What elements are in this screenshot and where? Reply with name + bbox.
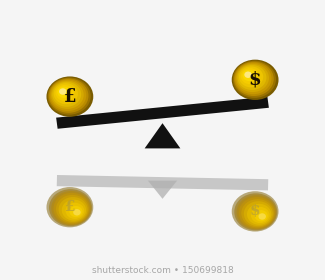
Ellipse shape <box>0 5 325 264</box>
Ellipse shape <box>64 58 261 211</box>
Circle shape <box>59 88 67 95</box>
Ellipse shape <box>104 88 221 181</box>
Ellipse shape <box>46 44 280 225</box>
Circle shape <box>236 64 269 92</box>
Circle shape <box>58 197 87 222</box>
Ellipse shape <box>86 74 239 195</box>
Ellipse shape <box>132 109 193 160</box>
Circle shape <box>238 65 266 90</box>
Ellipse shape <box>30 33 295 236</box>
Circle shape <box>66 203 84 219</box>
Text: $: $ <box>250 204 260 218</box>
Ellipse shape <box>113 95 212 174</box>
Ellipse shape <box>76 67 249 202</box>
Ellipse shape <box>138 113 187 155</box>
Circle shape <box>49 189 92 226</box>
Circle shape <box>258 213 266 220</box>
Ellipse shape <box>123 102 202 167</box>
Ellipse shape <box>58 53 267 215</box>
Ellipse shape <box>80 70 245 199</box>
Text: £: £ <box>65 200 75 214</box>
Ellipse shape <box>111 93 214 176</box>
Ellipse shape <box>89 76 236 192</box>
Ellipse shape <box>12 19 313 250</box>
Ellipse shape <box>95 81 230 188</box>
Circle shape <box>48 78 91 115</box>
Polygon shape <box>148 181 177 199</box>
Circle shape <box>51 81 84 109</box>
Circle shape <box>49 79 88 113</box>
Polygon shape <box>145 123 180 148</box>
Circle shape <box>234 193 277 230</box>
Ellipse shape <box>33 35 292 234</box>
Ellipse shape <box>0 0 325 270</box>
Ellipse shape <box>101 86 224 183</box>
Ellipse shape <box>135 111 190 158</box>
Ellipse shape <box>0 3 325 266</box>
Circle shape <box>52 82 81 107</box>
Ellipse shape <box>0 8 325 261</box>
Ellipse shape <box>52 49 273 220</box>
Ellipse shape <box>27 31 298 238</box>
Circle shape <box>232 191 279 232</box>
Circle shape <box>62 200 86 221</box>
Ellipse shape <box>0 1 325 268</box>
Ellipse shape <box>43 42 282 227</box>
Circle shape <box>46 187 93 227</box>
Circle shape <box>234 62 274 96</box>
Ellipse shape <box>117 97 208 172</box>
Circle shape <box>247 204 271 225</box>
Circle shape <box>242 70 255 81</box>
Ellipse shape <box>36 37 289 232</box>
Ellipse shape <box>21 26 304 243</box>
Polygon shape <box>56 97 269 129</box>
Circle shape <box>73 209 81 216</box>
Circle shape <box>251 207 269 223</box>
Circle shape <box>237 195 276 229</box>
Ellipse shape <box>2 12 323 257</box>
Circle shape <box>241 68 259 84</box>
Polygon shape <box>57 175 268 190</box>
Circle shape <box>244 71 252 78</box>
Ellipse shape <box>98 83 227 185</box>
Circle shape <box>239 197 275 228</box>
Text: $: $ <box>249 71 261 89</box>
Circle shape <box>244 201 273 226</box>
Circle shape <box>239 66 263 87</box>
Text: shutterstock.com • 150699818: shutterstock.com • 150699818 <box>92 266 233 275</box>
Circle shape <box>70 206 83 217</box>
Ellipse shape <box>70 63 255 206</box>
Circle shape <box>232 60 279 100</box>
Ellipse shape <box>92 79 233 190</box>
Ellipse shape <box>8 17 317 252</box>
Ellipse shape <box>83 72 242 197</box>
Circle shape <box>241 199 274 227</box>
Ellipse shape <box>73 65 252 204</box>
Circle shape <box>46 76 93 117</box>
Ellipse shape <box>24 28 301 241</box>
Ellipse shape <box>120 100 205 169</box>
